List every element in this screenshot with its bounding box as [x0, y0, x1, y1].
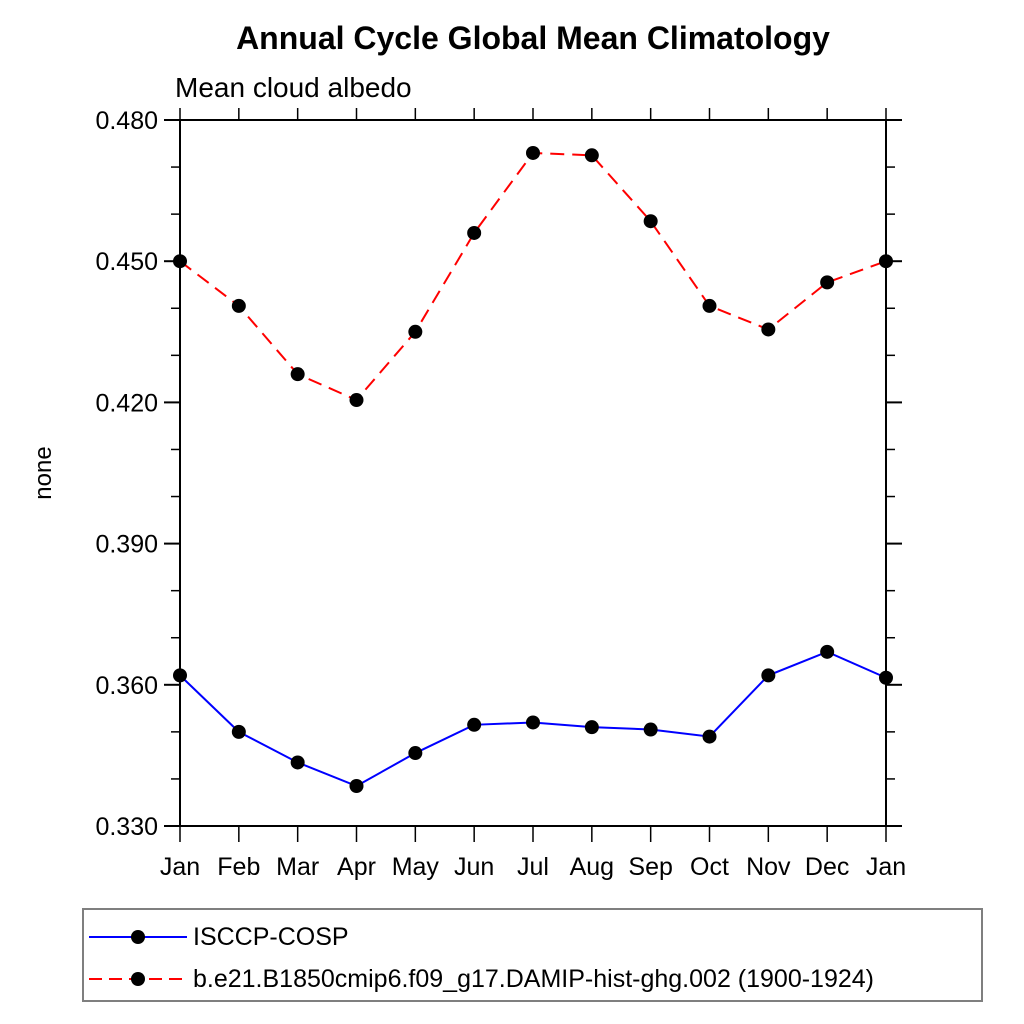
chart-title: Annual Cycle Global Mean Climatology: [236, 20, 830, 56]
legend-line-sample: [89, 972, 187, 986]
y-tick-label: 0.330: [95, 813, 158, 841]
data-point: [349, 393, 364, 408]
x-tick-label: Jan: [866, 853, 906, 881]
y-tick-label: 0.420: [95, 389, 158, 417]
x-tick-label: Dec: [805, 853, 849, 881]
data-point: [467, 717, 482, 732]
data-point: [761, 668, 776, 683]
data-point: [408, 746, 423, 761]
series-line-1: [179, 151, 887, 402]
y-tick-label: 0.450: [95, 248, 158, 276]
data-point: [643, 214, 658, 229]
x-tick-label: Nov: [746, 853, 791, 881]
data-point: [879, 670, 893, 685]
x-tick-label: Aug: [570, 853, 614, 881]
data-point: [879, 254, 893, 269]
data-point: [231, 724, 246, 739]
data-point: [702, 729, 717, 744]
data-point: [173, 668, 187, 683]
data-point: [643, 722, 658, 737]
x-tick-label: May: [392, 853, 440, 881]
legend: ISCCP-COSP b.e21.B1850cmip6.f09_g17.DAMI…: [82, 908, 983, 1002]
data-point: [349, 778, 364, 793]
data-point: [526, 715, 540, 730]
legend-line-sample: [89, 930, 187, 944]
data-point: [584, 720, 599, 735]
data-point: [408, 324, 423, 339]
x-tick-label: Sep: [628, 853, 672, 881]
x-tick-label: Jan: [160, 853, 200, 881]
x-tick-label: Apr: [337, 853, 376, 881]
data-point: [290, 367, 305, 382]
legend-item: ISCCP-COSP: [84, 916, 981, 958]
data-point: [820, 644, 835, 659]
data-point: [173, 254, 187, 269]
y-tick-label: 0.480: [95, 107, 158, 135]
legend-marker: [131, 972, 145, 986]
x-tick-label: Oct: [690, 853, 729, 881]
x-tick-label: Jun: [454, 853, 494, 881]
data-point: [467, 225, 482, 240]
data-point: [526, 145, 540, 160]
data-point: [702, 298, 717, 313]
legend-label: b.e21.B1850cmip6.f09_g17.DAMIP-hist-ghg.…: [193, 964, 874, 993]
data-point: [290, 755, 305, 770]
x-tick-label: Jul: [517, 853, 549, 881]
chart-subtitle: Mean cloud albedo: [175, 72, 412, 103]
legend-label: ISCCP-COSP: [193, 922, 349, 951]
legend-item: b.e21.B1850cmip6.f09_g17.DAMIP-hist-ghg.…: [84, 958, 981, 1000]
x-tick-label: Feb: [217, 853, 260, 881]
data-point: [231, 298, 246, 313]
x-tick-label: Mar: [276, 853, 319, 881]
data-point: [820, 275, 835, 290]
y-tick-label: 0.360: [95, 672, 158, 700]
data-point: [761, 322, 776, 337]
y-tick-label: 0.390: [95, 531, 158, 559]
legend-marker: [131, 930, 145, 944]
data-point: [584, 148, 599, 163]
